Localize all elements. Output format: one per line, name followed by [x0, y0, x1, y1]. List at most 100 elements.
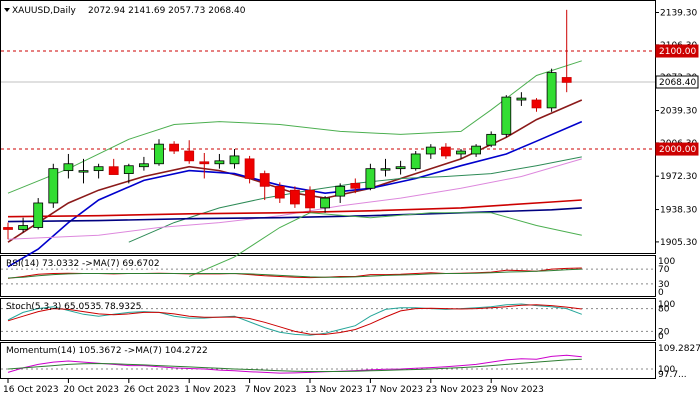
candle-body — [395, 166, 406, 170]
indicator-line — [189, 212, 582, 277]
rsi-panel-frame — [0, 255, 656, 297]
candle-body — [214, 160, 225, 165]
indicator-tick-label: 80 — [658, 305, 670, 315]
indicator-line — [7, 268, 582, 279]
candle — [320, 196, 331, 213]
candle — [244, 155, 255, 184]
price-axis: 2139.302106.302073.302039.302006.301972.… — [655, 8, 699, 248]
candle — [335, 183, 346, 203]
candle-body — [486, 133, 497, 146]
candle — [18, 217, 29, 233]
time-tick-label: 20 Oct 2023 — [63, 385, 119, 395]
indicator-tick-label: 0 — [658, 288, 664, 298]
candle — [3, 222, 13, 240]
candle — [154, 139, 164, 166]
candle-body — [365, 168, 376, 189]
time-tick-label: 13 Nov 2023 — [305, 385, 363, 395]
indicator-tick-label: 100 — [658, 300, 675, 310]
candle-body — [229, 155, 240, 165]
candle — [229, 149, 240, 169]
indicator-tick-label: 0 — [658, 332, 664, 342]
candle-body — [184, 150, 195, 162]
candle — [63, 153, 74, 179]
candle-body — [48, 168, 59, 204]
level-price-tag — [655, 142, 699, 156]
indicator-tick-label: 30 — [658, 280, 670, 290]
candle-body — [78, 170, 89, 173]
candle-body — [138, 163, 149, 168]
time-tick-label: 16 Oct 2023 — [3, 385, 59, 395]
candle — [289, 186, 300, 208]
candle — [108, 158, 119, 175]
time-tick-label: 26 Oct 2023 — [124, 385, 180, 395]
candle — [78, 158, 89, 184]
indicator-tick-label: 100 — [658, 257, 675, 267]
price-tag-label: 2100.00 — [659, 47, 696, 57]
indicator-tick-label: 70 — [658, 265, 670, 275]
price-tick-label: 2039.30 — [660, 107, 697, 117]
candle-body — [93, 166, 104, 172]
candle — [274, 182, 285, 203]
stochastic-plot — [1, 303, 655, 336]
candle-body — [274, 185, 285, 199]
indicator-line — [7, 60, 582, 194]
indicator-line — [7, 358, 582, 372]
panel-frames — [0, 0, 656, 379]
price-tick-label: 2139.30 — [660, 8, 697, 18]
candle — [456, 149, 466, 159]
rsi-label: RSI(14) 73.0332 ->MA(7) 69.6702 — [6, 259, 160, 269]
candle — [425, 144, 436, 159]
indicator-line — [7, 304, 582, 335]
candle-body — [169, 143, 180, 152]
candle — [546, 68, 557, 112]
price-tick-label: 1905.30 — [660, 238, 697, 248]
indicator-tick-label: 97.7... — [658, 370, 687, 380]
candle-body — [259, 173, 270, 187]
time-tick-label: 23 Nov 2023 — [426, 385, 484, 395]
candle-body — [63, 163, 74, 172]
candle-body — [561, 77, 572, 83]
candle-body — [244, 158, 255, 179]
time-tick-label: 29 Nov 2023 — [486, 385, 544, 395]
indicator-tick-label: 100 — [658, 365, 675, 375]
candle-body — [3, 227, 13, 230]
candle-body — [410, 153, 421, 170]
symbol-label: XAUUSD,Daily — [12, 6, 76, 16]
candle-body — [380, 168, 391, 171]
time-tick-label: 1 Nov 2023 — [184, 385, 236, 395]
candle — [138, 156, 149, 171]
symbol-menu-triangle-icon[interactable] — [4, 8, 10, 12]
stoch-label: Stoch(5,3,3) 65.0535 78.9325 — [6, 302, 141, 312]
candle-body — [305, 189, 315, 209]
indicator-line — [7, 99, 583, 243]
price-tag-label: 2068.40 — [659, 78, 696, 88]
candle-body — [531, 99, 542, 109]
candle-body — [425, 146, 436, 155]
candle — [48, 163, 59, 208]
candle — [561, 9, 572, 93]
indicator-tick-label: 109.2827 — [658, 344, 700, 354]
candle-body — [289, 189, 300, 205]
price-tick-label: 1972.30 — [660, 172, 697, 182]
price-tag-label: 2000.00 — [659, 145, 696, 155]
candle-body — [154, 143, 164, 165]
candle — [184, 140, 195, 164]
candle-body — [335, 185, 346, 197]
candle — [410, 151, 421, 171]
time-axis: 16 Oct 2023 20 Oct 2023 26 Oct 2023 1 Nov 2… — [3, 379, 544, 395]
candle — [350, 178, 361, 194]
candle — [380, 158, 391, 177]
candle-body — [516, 97, 527, 101]
candle-body — [18, 225, 29, 230]
candle — [199, 152, 210, 179]
candle — [214, 153, 225, 169]
candle-body — [471, 145, 482, 155]
price-plot — [1, 9, 655, 277]
indicator-line — [7, 303, 582, 336]
candle — [531, 98, 542, 112]
indicator-tick-label: 20 — [658, 327, 670, 337]
candle — [471, 144, 482, 157]
candle-body — [440, 146, 451, 157]
momentum-panel-frame — [0, 342, 656, 379]
